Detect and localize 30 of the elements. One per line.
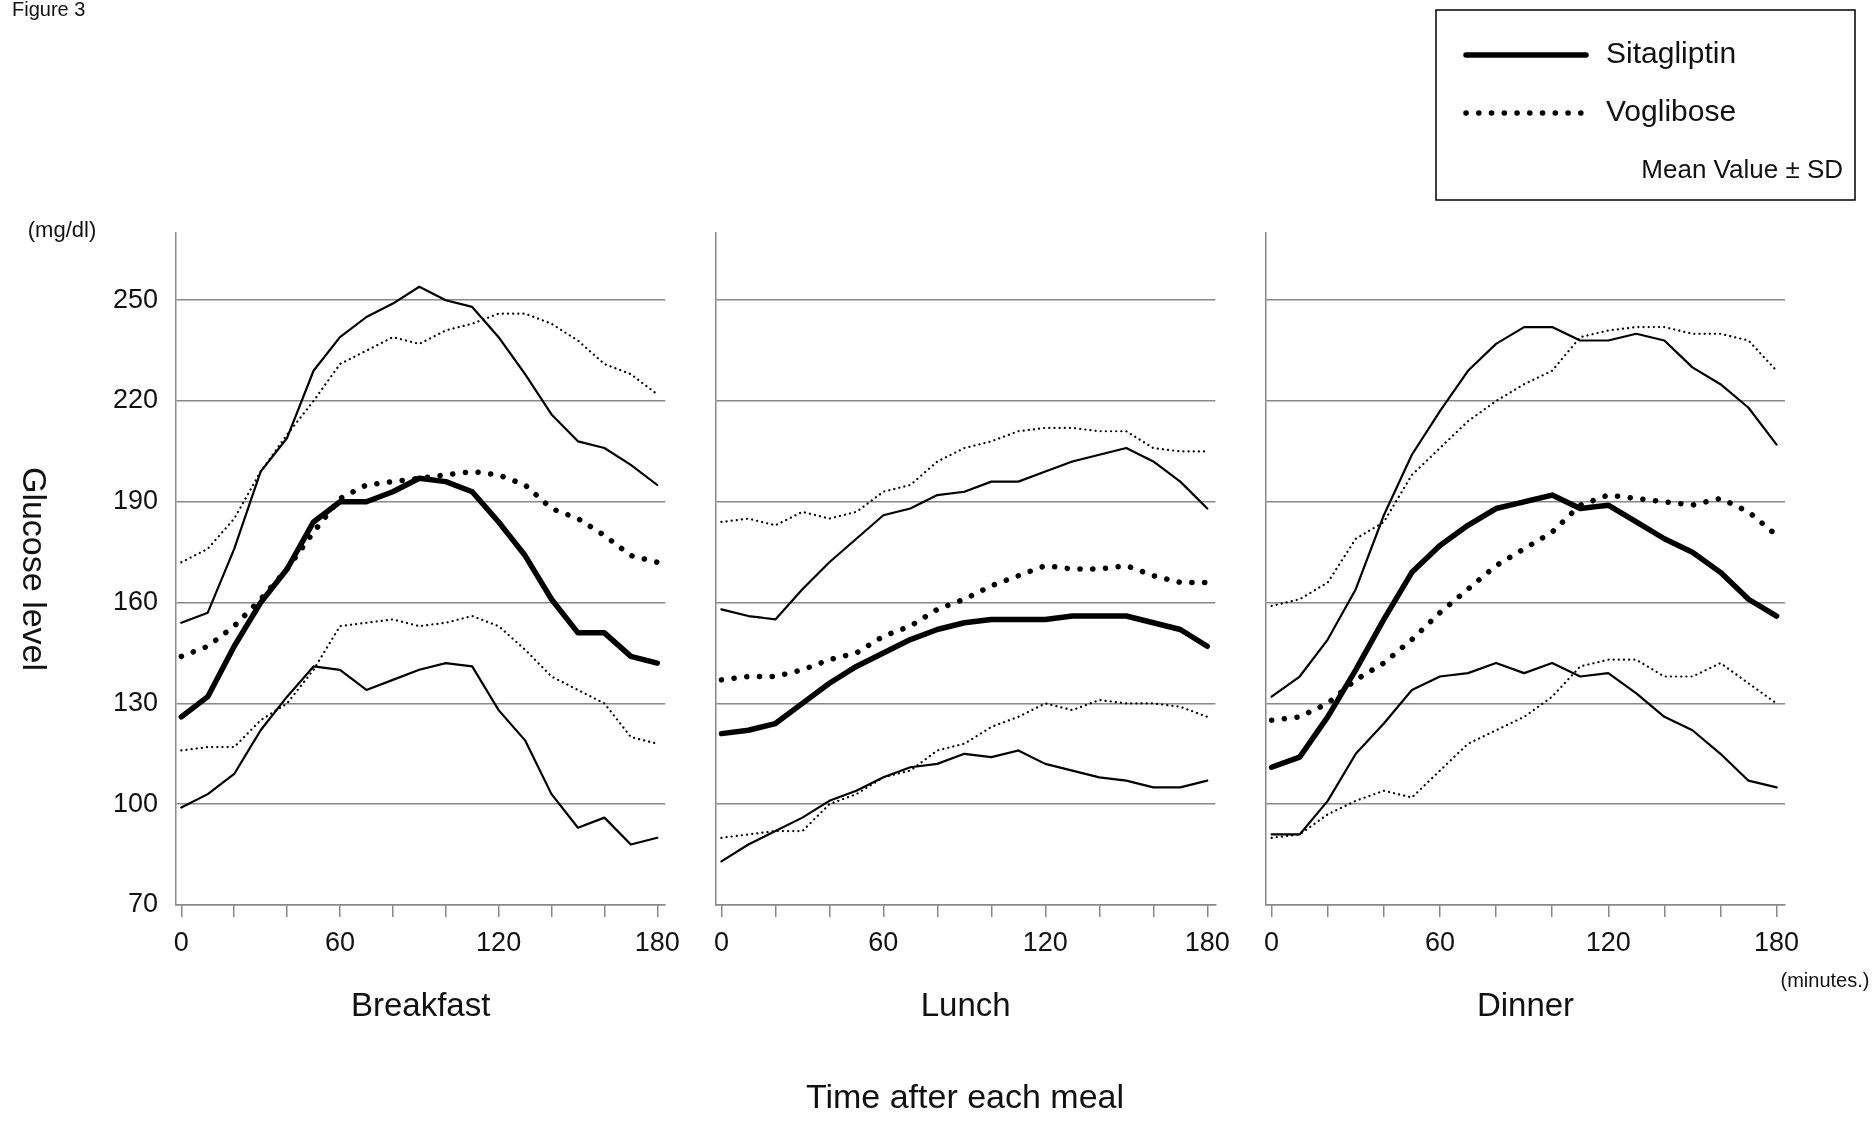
x-tick-label: 120	[476, 926, 522, 957]
legend-label: Sitagliptin	[1606, 36, 1737, 70]
y-tick-label: 160	[112, 586, 159, 617]
x-tick-label: 0	[1264, 926, 1280, 957]
x-axis-title: Lunch	[920, 986, 1011, 1024]
y-axis-title: Glucose level	[15, 466, 54, 672]
x-tick-label: 60	[1424, 926, 1455, 957]
x-tick-label: 120	[1022, 926, 1068, 957]
x-tick-label: 60	[868, 926, 899, 957]
text: Mean Value ± SD	[1641, 154, 1843, 184]
x-axis-title: Breakfast	[350, 986, 491, 1024]
x-tick-label: 180	[1184, 926, 1230, 957]
y-tick-label: 130	[112, 686, 159, 717]
x-tick-label: 60	[324, 926, 356, 957]
y-tick-label: 190	[112, 485, 159, 516]
text: (minutes.)	[1780, 969, 1870, 991]
x-tick-label: 120	[1585, 926, 1631, 957]
x-tick-label: 0	[173, 926, 189, 957]
y-tick-label: 250	[112, 283, 159, 314]
caption: Figure 3	[12, 0, 86, 20]
x-axis-title: Dinner	[1476, 986, 1575, 1024]
x-tick-label: 180	[634, 926, 680, 957]
text: Time after each meal	[805, 1077, 1125, 1115]
text: (mg/dl)	[27, 217, 97, 242]
x-tick-label: 0	[713, 926, 729, 957]
y-tick-label: 220	[112, 384, 159, 415]
x-tick-label: 180	[1754, 926, 1800, 957]
legend-label: Voglibose	[1606, 94, 1737, 128]
y-tick-label: 100	[112, 787, 159, 818]
y-tick-label: 70	[128, 888, 159, 919]
